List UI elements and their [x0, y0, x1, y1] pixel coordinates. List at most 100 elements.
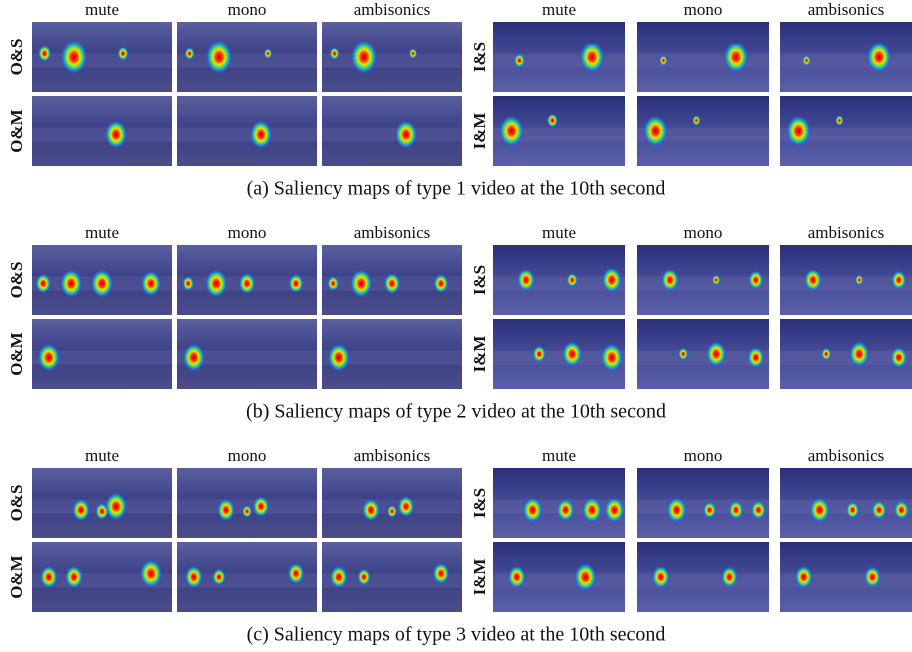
- saliency-map: [637, 22, 769, 92]
- heat-spot: [287, 563, 305, 584]
- row-label: I&M: [470, 113, 489, 150]
- map-background: [32, 22, 172, 92]
- column-label: mono: [228, 446, 267, 465]
- heat-spot: [643, 115, 668, 147]
- heat-spot: [582, 497, 602, 523]
- heat-spot: [433, 274, 449, 293]
- heat-spot: [205, 40, 233, 74]
- saliency-map: [780, 96, 912, 166]
- map-horizon: [637, 350, 769, 365]
- heat-spot: [91, 269, 113, 298]
- row-label: O&M: [7, 109, 26, 152]
- map-horizon: [780, 127, 912, 142]
- heat-spot: [38, 45, 52, 62]
- saliency-map: [177, 542, 317, 612]
- row-label: I&M: [470, 336, 489, 373]
- row-label: O&S: [7, 262, 26, 299]
- heat-spot: [864, 566, 881, 588]
- heat-spot: [751, 500, 766, 520]
- column-label: ambisonics: [354, 0, 431, 19]
- map-horizon: [780, 499, 912, 514]
- heat-spot: [692, 115, 701, 126]
- map-background: [32, 96, 172, 166]
- column-label: mute: [85, 446, 119, 465]
- row-label: O&S: [7, 39, 26, 76]
- map-background: [780, 245, 912, 315]
- row-label: I&S: [470, 488, 489, 518]
- map-horizon: [322, 53, 462, 68]
- saliency-map: [32, 468, 172, 538]
- saliency-map: [322, 542, 462, 612]
- heat-spot: [330, 565, 348, 589]
- heat-spot: [327, 343, 350, 372]
- column-label: ambisonics: [354, 446, 431, 465]
- map-background: [780, 468, 912, 538]
- heat-spot: [263, 48, 273, 59]
- row-label: I&M: [470, 559, 489, 596]
- heat-spot: [601, 267, 622, 293]
- heat-spot: [835, 115, 844, 126]
- heat-spot: [821, 347, 832, 361]
- saliency-map: [493, 245, 625, 315]
- heat-spot: [327, 276, 339, 291]
- heat-spot: [871, 500, 887, 520]
- heat-spot: [706, 341, 727, 367]
- heat-spot: [894, 500, 909, 520]
- heat-spot: [846, 501, 860, 519]
- map-horizon: [32, 350, 172, 365]
- map-horizon: [637, 499, 769, 514]
- heat-spot: [395, 120, 417, 149]
- column-label: mono: [228, 0, 267, 19]
- heat-spot: [703, 501, 717, 519]
- heat-spot: [891, 270, 907, 290]
- saliency-map: [493, 542, 625, 612]
- column-label: mono: [684, 223, 723, 242]
- map-background: [322, 96, 462, 166]
- column-label: ambisonics: [808, 223, 885, 242]
- heat-spot: [397, 496, 415, 517]
- heat-spot: [890, 347, 908, 368]
- row-label: O&M: [7, 555, 26, 598]
- heat-spot: [723, 41, 749, 73]
- column-label: mono: [684, 446, 723, 465]
- map-background: [177, 22, 317, 92]
- heat-spot: [141, 270, 161, 297]
- map-horizon: [177, 53, 317, 68]
- saliency-map: [177, 22, 317, 92]
- saliency-map: [780, 468, 912, 538]
- heat-spot: [507, 565, 526, 589]
- saliency-map: [32, 245, 172, 315]
- map-horizon: [780, 53, 912, 68]
- column-label: mute: [542, 446, 576, 465]
- heat-spot: [659, 55, 668, 66]
- heat-spot: [855, 274, 864, 286]
- heat-spot: [556, 498, 575, 522]
- heat-spot: [250, 120, 272, 149]
- map-horizon: [322, 350, 462, 365]
- map-background: [322, 468, 462, 538]
- heat-spot: [579, 41, 605, 73]
- column-label: ambisonics: [808, 0, 885, 19]
- heat-spot: [288, 274, 304, 293]
- saliency-map: [637, 245, 769, 315]
- map-background: [177, 96, 317, 166]
- heat-spot: [238, 273, 256, 294]
- heat-spot: [65, 565, 83, 589]
- heat-spot: [802, 55, 811, 66]
- map-background: [637, 468, 769, 538]
- heat-spot: [809, 497, 830, 523]
- heat-spot: [350, 40, 378, 74]
- heat-spot: [546, 113, 558, 128]
- heat-spot: [748, 270, 764, 290]
- saliency-map: [322, 319, 462, 389]
- heat-spot: [40, 565, 58, 589]
- heat-spot: [252, 496, 270, 517]
- row-label: O&M: [7, 332, 26, 375]
- map-background: [637, 245, 769, 315]
- map-horizon: [637, 127, 769, 142]
- map-horizon: [493, 53, 625, 68]
- heat-spot: [522, 497, 543, 523]
- map-background: [637, 319, 769, 389]
- heat-spot: [185, 565, 203, 589]
